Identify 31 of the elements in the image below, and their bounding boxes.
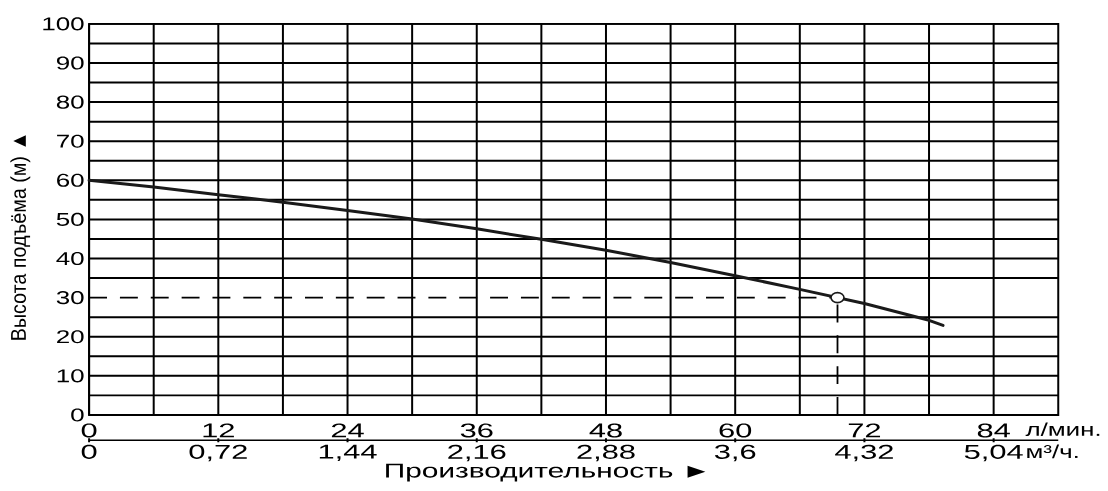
y-tick-label: 0 <box>71 408 84 422</box>
y-tick-label: 30 <box>56 291 84 305</box>
y-tick-label: 60 <box>57 173 84 188</box>
y-tick-label: 100 <box>43 17 84 31</box>
x2-tick-label: 2,16 <box>448 445 506 462</box>
x2-tick-label: 5,04 <box>964 445 1023 462</box>
x-tick-label: 0 <box>81 423 97 438</box>
x-tick-label: 36 <box>460 423 493 438</box>
x2-tick-label: 3,6 <box>714 445 756 462</box>
x2-tick-label: 0 <box>81 445 97 460</box>
x-tick-label: 60 <box>719 423 752 438</box>
text: м³/ч. <box>1027 444 1078 459</box>
x-tick-label: 84 <box>977 423 1010 438</box>
x-tick-label: 12 <box>203 423 234 438</box>
y-tick-label: 40 <box>56 252 84 266</box>
y-tick-label: 10 <box>57 369 84 383</box>
x-tick-label: 72 <box>848 423 881 438</box>
y-axis-title: Высота подъёма (м) ▲ <box>10 135 31 340</box>
y-tick-label: 80 <box>56 95 84 109</box>
x2-tick-label: 2,88 <box>577 445 635 462</box>
y-tick-label: 70 <box>57 134 84 148</box>
y-tick-label: 20 <box>57 330 84 344</box>
x2-tick-label: 0,72 <box>189 445 247 462</box>
x-tick-label: 24 <box>331 423 364 438</box>
y-tick-label: 90 <box>56 56 84 70</box>
text: л/мин. <box>1025 422 1100 437</box>
x2-tick-label: 4,32 <box>835 445 893 462</box>
y-tick-label: 50 <box>56 213 84 227</box>
x2-tick-label: 1,44 <box>319 445 377 462</box>
x-tick-label: 48 <box>589 423 622 438</box>
x-axis-title: Производительность ► <box>386 463 706 482</box>
